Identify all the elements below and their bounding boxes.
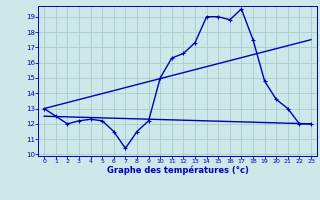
X-axis label: Graphe des températures (°c): Graphe des températures (°c) <box>107 166 249 175</box>
